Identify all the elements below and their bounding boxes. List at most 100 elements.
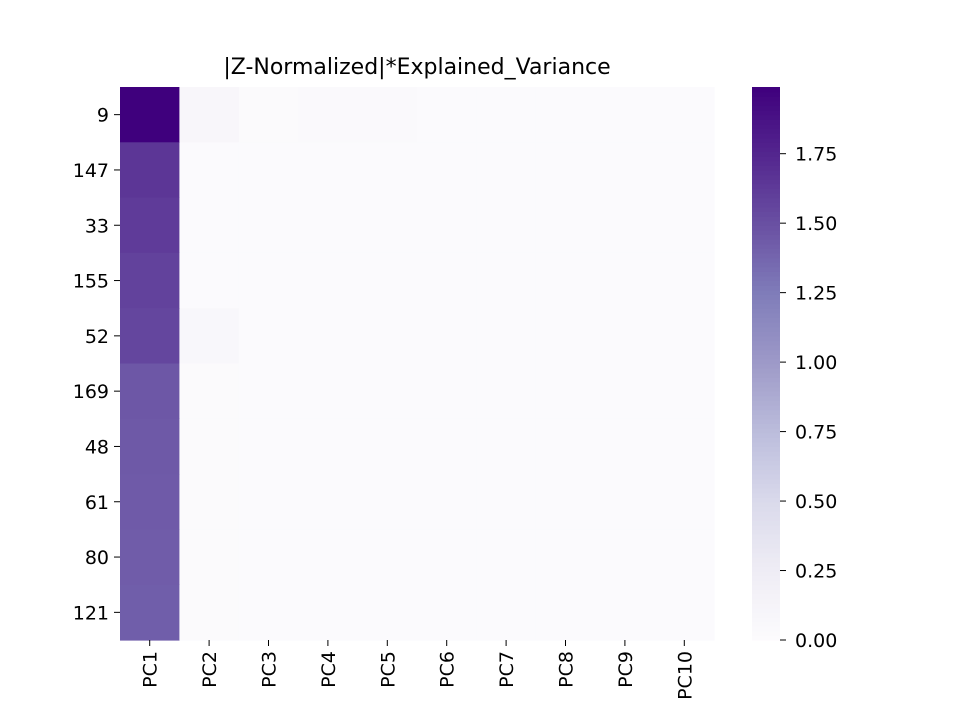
heatmap-cell <box>298 197 359 254</box>
colorbar-segment <box>752 487 780 494</box>
heatmap-cell <box>654 252 715 309</box>
heatmap-cell <box>476 363 537 420</box>
colorbar-segment <box>752 372 780 378</box>
colorbar-segment <box>752 520 780 526</box>
colorbar-segment <box>752 437 780 443</box>
heatmap-cell <box>298 363 359 420</box>
x-tick-label: PC1 <box>140 651 162 688</box>
colorbar-segment <box>752 377 780 383</box>
colorbar-segment <box>752 298 780 305</box>
heatmap-cell <box>179 363 240 420</box>
colorbar-segment <box>752 197 780 203</box>
heatmap-cell <box>476 197 537 254</box>
colorbar-segment <box>752 160 780 166</box>
heatmap-cell <box>595 142 656 199</box>
colorbar-segment <box>752 142 780 148</box>
colorbar-segment <box>752 266 780 272</box>
heatmap-cell <box>179 142 240 199</box>
colorbar-segment <box>752 183 780 189</box>
colorbar-segment <box>752 156 780 162</box>
heatmap-cell <box>238 418 299 475</box>
colorbar-segment <box>752 464 780 471</box>
colorbar-segment <box>752 257 780 263</box>
colorbar-tick-label: 1.50 <box>795 213 837 235</box>
heatmap-cell <box>179 252 240 309</box>
x-tick-label: PC3 <box>259 651 281 688</box>
y-tick-label: 61 <box>85 492 109 514</box>
heatmap-cell <box>357 252 418 309</box>
colorbar-segment <box>752 349 780 355</box>
heatmap-cell <box>298 87 359 143</box>
colorbar-segment <box>752 294 780 300</box>
colorbar-segment <box>752 414 780 420</box>
colorbar-segment <box>752 368 780 374</box>
heatmap-cell <box>535 529 596 586</box>
x-tick-label: PC9 <box>615 651 637 688</box>
heatmap-cell <box>654 584 715 641</box>
x-tick-label: PC2 <box>199 651 221 688</box>
heatmap-cell <box>417 363 477 420</box>
colorbar-segment <box>752 428 780 434</box>
heatmap-cell <box>535 142 596 199</box>
colorbar-segment <box>752 451 780 457</box>
heatmap-cell <box>357 529 418 586</box>
heatmap-cell <box>535 474 596 530</box>
heatmap-cell <box>417 418 477 475</box>
colorbar-segment <box>752 506 780 512</box>
colorbar-segment <box>752 188 780 194</box>
colorbar-segment <box>752 331 780 337</box>
heatmap-cell <box>298 584 359 641</box>
colorbar-segment <box>752 252 780 259</box>
colorbar-segment <box>752 128 780 134</box>
colorbar-segment <box>752 133 780 139</box>
heatmap-cell <box>298 474 359 530</box>
colorbar-tick-label: 0.50 <box>795 491 837 513</box>
colorbar-segment <box>752 289 780 295</box>
x-tick-label: PC6 <box>437 651 459 688</box>
y-tick-label: 48 <box>85 436 109 458</box>
heatmap-cell <box>357 363 418 420</box>
colorbar-segment <box>752 234 780 240</box>
heatmap-cell <box>476 142 537 199</box>
heatmap-cell <box>238 142 299 199</box>
colorbar-segment <box>752 285 780 291</box>
heatmap-cell <box>120 529 180 586</box>
heatmap-cell <box>238 474 299 530</box>
heatmap-cell <box>120 584 180 641</box>
heatmap-cell <box>476 418 537 475</box>
heatmap-cell <box>535 252 596 309</box>
colorbar-segment <box>752 110 780 116</box>
colorbar-tick-label: 1.75 <box>795 144 837 166</box>
heatmap-cell <box>179 584 240 641</box>
heatmap-cell <box>417 474 477 530</box>
y-tick-label: 121 <box>73 602 109 624</box>
heatmap-cell <box>595 584 656 641</box>
colorbar-segment <box>752 248 780 254</box>
colorbar-segment <box>752 151 780 157</box>
heatmap-cell <box>120 308 180 365</box>
colorbar-segment <box>752 584 780 590</box>
heatmap-cell <box>238 308 299 365</box>
colorbar-segment <box>752 137 780 143</box>
colorbar-segment <box>752 275 780 282</box>
colorbar-segment <box>752 386 780 392</box>
colorbar-segment <box>752 262 780 268</box>
colorbar-segment <box>752 179 780 185</box>
y-tick-label: 155 <box>73 271 109 293</box>
y-tick-label: 80 <box>85 547 109 569</box>
colorbar-segment <box>752 105 780 111</box>
heatmap-cell <box>417 252 477 309</box>
y-tick-label: 33 <box>85 215 109 237</box>
heatmap-cell <box>595 529 656 586</box>
colorbar-segment <box>752 598 780 604</box>
colorbar-segment <box>752 580 780 586</box>
colorbar-segment <box>752 543 780 549</box>
heatmap-cell <box>595 474 656 530</box>
heatmap-cell <box>417 529 477 586</box>
heatmap-cell <box>654 308 715 365</box>
colorbar-segment <box>752 358 780 365</box>
colorbar-segment <box>752 114 780 120</box>
colorbar-segment <box>752 312 780 319</box>
colorbar-segment <box>752 441 780 448</box>
